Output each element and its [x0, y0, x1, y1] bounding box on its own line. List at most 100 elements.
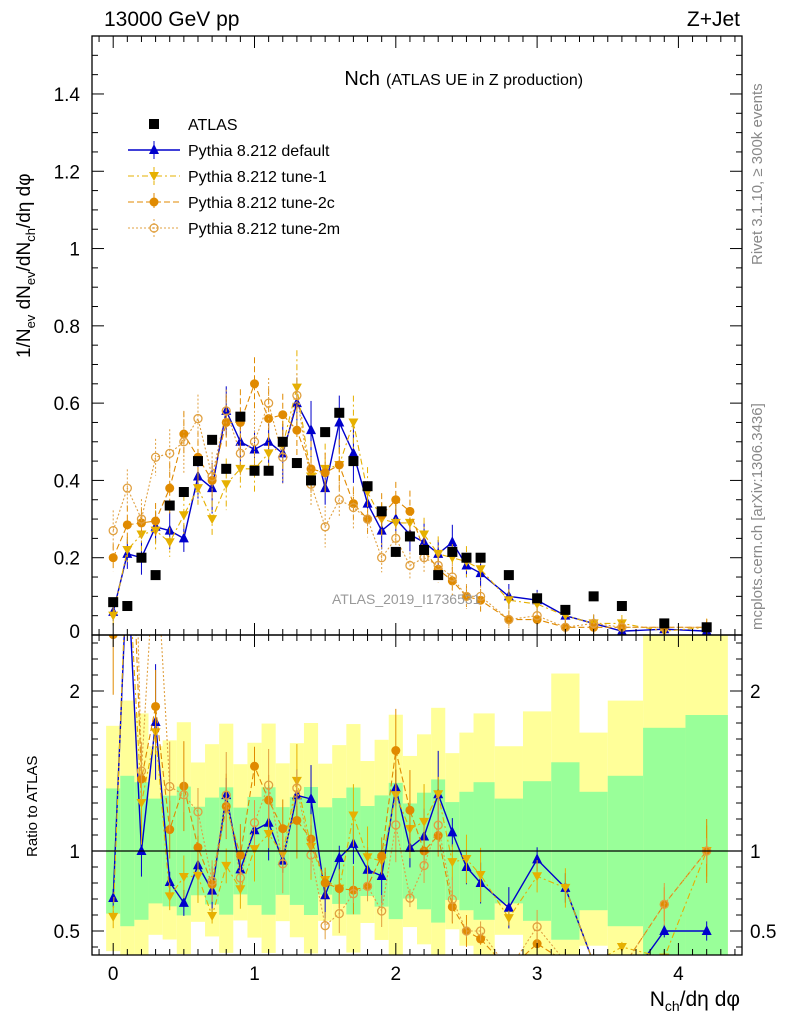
ratio-point [475, 871, 486, 880]
ratio-point [164, 876, 175, 887]
ratio-point [221, 861, 232, 871]
ratio-point [249, 845, 260, 855]
atlas-data-point [461, 552, 472, 563]
ratio-point [659, 925, 670, 935]
series-point [221, 480, 232, 490]
ratio-point [334, 884, 344, 894]
ratio-point [362, 853, 373, 863]
y-tick-label: 0.4 [54, 471, 81, 492]
ratio-point [618, 964, 626, 972]
legend-label: Pythia 8.212 default [188, 143, 330, 160]
atlas-data-point [362, 481, 373, 492]
ratio-point [263, 830, 274, 840]
ratio-point [235, 850, 245, 860]
ratio-point [278, 824, 288, 834]
ratio-tick-label: 1 [69, 842, 80, 863]
ratio-tick-label-right: 2 [750, 682, 761, 703]
ratio-line [112, 635, 708, 955]
ratio-point [207, 911, 218, 921]
ratio-point [475, 926, 486, 936]
ratio-plot-content [92, 196, 742, 972]
series-point [179, 429, 189, 439]
legend-entry: Pythia 8.212 tune-2m [128, 219, 340, 238]
series-point [532, 611, 542, 621]
series-point [151, 516, 161, 526]
ratio-uncertainty-bands [106, 635, 728, 955]
series-point [334, 495, 344, 505]
series-line [112, 401, 707, 632]
ratio-point [503, 914, 514, 924]
ratio-point [207, 876, 217, 886]
ratio-point [419, 817, 430, 827]
series-point [136, 514, 147, 524]
atlas-data-point [532, 593, 543, 604]
chart-subtitle: (ATLAS UE in Z production) [386, 72, 583, 89]
atlas-data-point [235, 411, 246, 422]
series-point [178, 532, 189, 543]
y-tick-label: 1.2 [54, 162, 80, 183]
legend: ATLAS Pythia 8.212 default Pythia 8.212 tu… [128, 117, 340, 238]
legend-entry: Pythia 8.212 tune-2c [128, 193, 335, 212]
series-point [108, 553, 118, 563]
atlas-data-point [108, 597, 119, 608]
atlas-data-point [263, 465, 274, 476]
ratio-point [151, 701, 161, 711]
series-point [588, 618, 599, 629]
ratio-point [376, 870, 387, 880]
ratio-point [377, 851, 387, 861]
series-point [136, 530, 147, 540]
legend-label: Pythia 8.212 tune-2c [188, 195, 335, 212]
atlas-data-point [277, 436, 288, 447]
series-line [112, 387, 707, 632]
series-point [475, 591, 486, 602]
series-point [292, 425, 302, 435]
atlas-data-point [334, 407, 345, 418]
atlas-data-point [475, 552, 486, 563]
ratio-point [250, 761, 259, 771]
series-point [503, 596, 514, 606]
series-point [278, 410, 288, 420]
series-point [122, 520, 132, 530]
series-point [235, 435, 246, 446]
series-point [461, 591, 472, 602]
ratio-point [108, 892, 119, 903]
atlas-data-point [164, 500, 175, 511]
ratio-point [123, 196, 131, 204]
series-point [193, 413, 203, 424]
series-point [250, 379, 259, 389]
series-point [447, 572, 457, 582]
ratio-point [249, 818, 260, 828]
series-point [221, 406, 231, 416]
ratio-tick-label-right: 1 [750, 842, 761, 863]
ratio-point [433, 820, 443, 830]
series-point [377, 553, 387, 563]
legend-marker [149, 119, 159, 129]
ratio-point [193, 842, 203, 852]
ratio-point [136, 799, 147, 808]
ratio-line [137, 635, 708, 955]
ratio-point [192, 871, 203, 881]
ratio-point [178, 872, 189, 882]
ratio-point [391, 820, 401, 830]
ratio-point [532, 853, 543, 864]
ratio-point [292, 783, 302, 793]
series-point [278, 452, 288, 462]
ratio-line [135, 635, 708, 955]
atlas-data-point [616, 601, 627, 612]
ratio-point [419, 860, 429, 871]
series-point [504, 614, 514, 625]
ratio-point [560, 883, 571, 893]
process-label: Z+Jet [687, 8, 740, 31]
series-point [433, 560, 443, 571]
series-point [391, 495, 401, 505]
ratio-point [235, 885, 246, 895]
series-point [334, 460, 344, 470]
ratio-point [701, 925, 712, 935]
atlas-data-point [122, 601, 133, 612]
series-point [235, 448, 246, 459]
legend-marker [149, 197, 159, 207]
series-point [249, 437, 260, 447]
ratio-point [334, 908, 344, 919]
atlas-data-point [320, 427, 331, 438]
series-point [263, 449, 274, 459]
